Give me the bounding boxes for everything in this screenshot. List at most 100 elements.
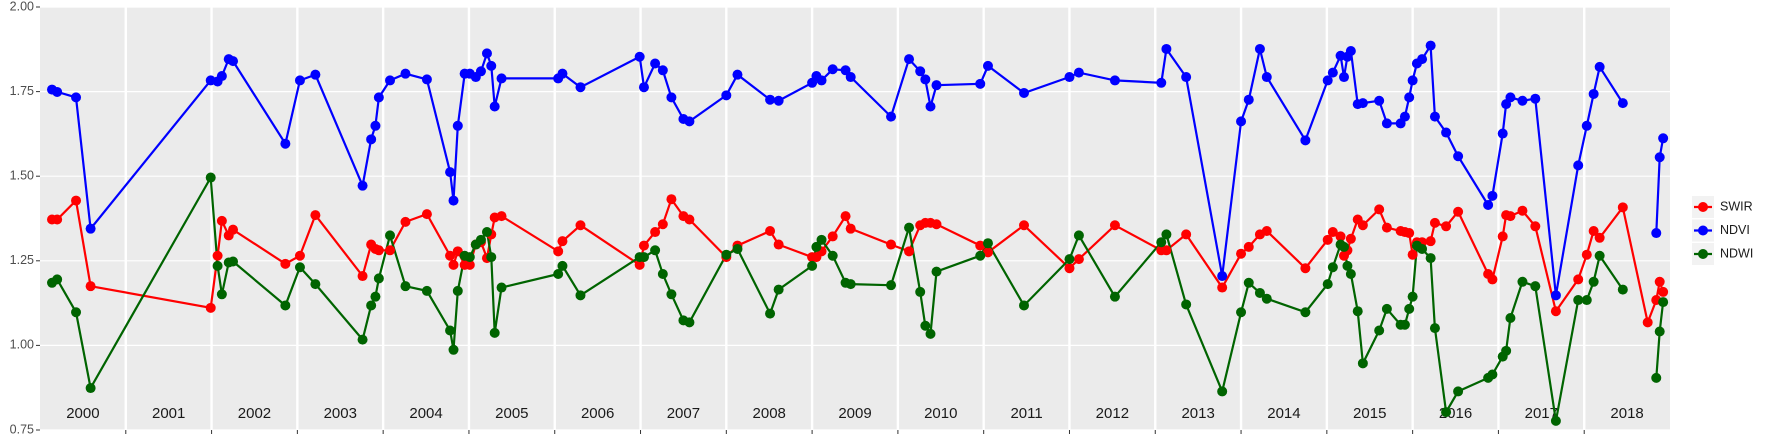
data-point bbox=[904, 246, 915, 257]
data-point bbox=[1407, 75, 1418, 86]
data-point bbox=[557, 260, 568, 271]
data-point bbox=[1322, 75, 1333, 86]
legend-label: NDVI bbox=[1720, 223, 1750, 237]
data-point bbox=[1441, 407, 1452, 418]
data-point bbox=[1339, 241, 1349, 252]
data-point bbox=[212, 260, 223, 271]
data-point bbox=[1530, 93, 1541, 104]
data-point bbox=[1345, 268, 1356, 279]
data-point bbox=[1357, 358, 1368, 369]
data-point bbox=[1658, 133, 1669, 144]
data-point bbox=[366, 300, 377, 311]
data-point bbox=[1381, 303, 1392, 314]
data-point bbox=[920, 320, 931, 331]
data-point bbox=[1453, 206, 1464, 217]
data-point bbox=[925, 101, 936, 112]
data-point bbox=[1064, 254, 1075, 265]
data-point bbox=[1654, 326, 1665, 337]
data-point bbox=[85, 383, 96, 394]
data-point bbox=[448, 259, 459, 270]
data-point bbox=[357, 271, 368, 282]
data-point bbox=[370, 291, 381, 302]
data-point bbox=[357, 180, 368, 191]
data-point bbox=[721, 249, 732, 260]
data-point bbox=[1181, 299, 1192, 310]
data-point bbox=[1429, 323, 1440, 334]
legend-label: NDWI bbox=[1720, 246, 1753, 260]
data-point bbox=[1483, 199, 1494, 210]
data-point bbox=[840, 65, 851, 76]
data-point bbox=[52, 214, 63, 225]
data-point bbox=[1453, 386, 1464, 397]
data-point bbox=[1588, 88, 1599, 99]
data-point bbox=[205, 172, 216, 183]
year-label: 2017 bbox=[1525, 405, 1558, 422]
data-point bbox=[486, 252, 497, 263]
data-point bbox=[216, 215, 227, 226]
data-point bbox=[1588, 276, 1599, 287]
data-point bbox=[294, 262, 305, 273]
data-point bbox=[1073, 254, 1084, 265]
year-label: 2009 bbox=[838, 405, 871, 422]
data-point bbox=[1345, 45, 1356, 56]
data-point bbox=[915, 286, 926, 297]
data-point bbox=[1497, 128, 1508, 139]
data-point bbox=[1254, 43, 1265, 54]
data-point bbox=[657, 65, 668, 76]
data-point bbox=[294, 75, 305, 86]
data-point bbox=[1654, 276, 1665, 287]
data-point bbox=[496, 282, 507, 293]
data-point bbox=[1073, 67, 1084, 78]
data-point bbox=[445, 167, 456, 178]
data-point bbox=[634, 51, 645, 62]
data-point bbox=[1352, 306, 1363, 317]
legend-point bbox=[1698, 249, 1708, 259]
data-point bbox=[684, 317, 695, 328]
data-point bbox=[1487, 190, 1498, 201]
data-point bbox=[886, 111, 897, 122]
data-point bbox=[827, 250, 838, 261]
data-point bbox=[1243, 277, 1254, 288]
data-point bbox=[1573, 295, 1584, 306]
data-point bbox=[1441, 221, 1452, 232]
year-label: 2003 bbox=[324, 405, 357, 422]
data-point bbox=[1594, 232, 1605, 243]
year-label: 2007 bbox=[667, 405, 700, 422]
data-point bbox=[553, 246, 564, 257]
data-point bbox=[1236, 307, 1247, 318]
data-point bbox=[1300, 135, 1311, 146]
data-point bbox=[1342, 260, 1353, 271]
data-point bbox=[827, 64, 838, 75]
data-point bbox=[1441, 127, 1452, 138]
data-point bbox=[1453, 151, 1464, 162]
data-point bbox=[1487, 274, 1498, 285]
data-point bbox=[765, 308, 776, 319]
data-point bbox=[1217, 271, 1228, 282]
data-point bbox=[1109, 220, 1120, 231]
data-point bbox=[811, 241, 822, 252]
data-point bbox=[486, 60, 497, 71]
data-point bbox=[385, 245, 396, 256]
data-point bbox=[1517, 205, 1528, 216]
data-point bbox=[1417, 54, 1428, 65]
data-point bbox=[1261, 226, 1272, 237]
data-point bbox=[1530, 281, 1541, 292]
data-point bbox=[52, 274, 63, 285]
data-point bbox=[1161, 229, 1172, 240]
data-point bbox=[1109, 75, 1120, 86]
data-point bbox=[310, 69, 321, 80]
data-point bbox=[1345, 233, 1356, 244]
data-point bbox=[1594, 61, 1605, 72]
data-point bbox=[1658, 297, 1669, 308]
data-point bbox=[1517, 276, 1528, 287]
data-point bbox=[575, 82, 586, 93]
data-point bbox=[1261, 72, 1272, 83]
data-point bbox=[975, 78, 986, 89]
data-point bbox=[445, 325, 456, 336]
data-point bbox=[1217, 282, 1228, 293]
data-point bbox=[975, 250, 986, 261]
year-label: 2004 bbox=[409, 405, 442, 422]
data-point bbox=[982, 238, 993, 249]
data-point bbox=[650, 58, 661, 69]
data-point bbox=[1300, 307, 1311, 318]
